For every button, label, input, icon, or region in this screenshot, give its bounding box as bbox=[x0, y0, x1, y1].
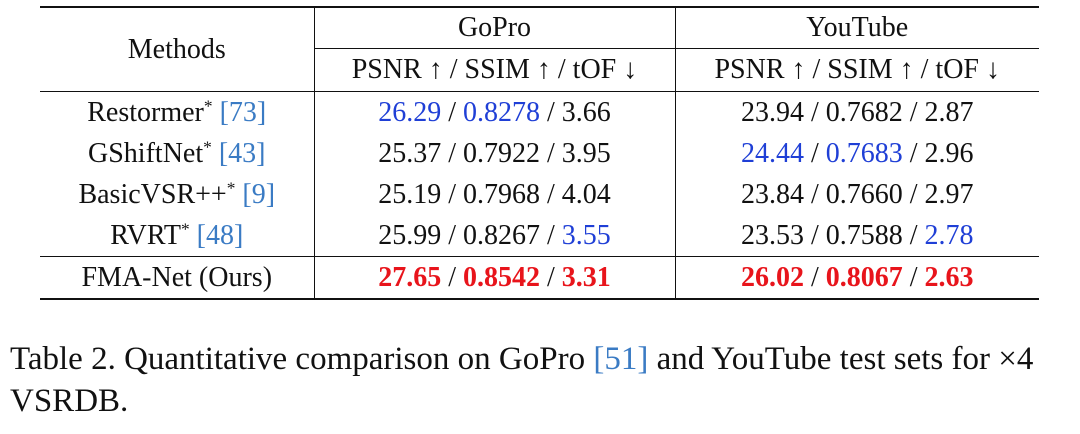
method-name-cell: RVRT* [48] bbox=[40, 215, 315, 257]
youtube-scores: 23.84 / 0.7660 / 2.97 bbox=[675, 174, 1039, 215]
gopro-metrics-header: PSNR ↑ / SSIM ↑ / tOF ↓ bbox=[314, 48, 676, 92]
score-text: 23.53 / 0.7588 / bbox=[740, 219, 925, 251]
best-value: 27.65 bbox=[378, 261, 442, 293]
table-caption: Table 2. Quantitative comparison on GoPr… bbox=[10, 338, 1070, 422]
gopro-header: GoPro bbox=[314, 6, 676, 49]
caption-text-start: Table 2. Quantitative comparison on GoPr… bbox=[10, 341, 594, 377]
citation-link[interactable]: [9] bbox=[242, 178, 276, 210]
score-text: / bbox=[803, 137, 826, 169]
best-value: 26.02 bbox=[740, 261, 804, 293]
citation-link[interactable]: [48] bbox=[196, 219, 244, 251]
second-best-value: 3.55 bbox=[561, 219, 611, 251]
score-text: / bbox=[441, 261, 463, 293]
youtube-metrics-header: PSNR ↑ / SSIM ↑ / tOF ↓ bbox=[675, 48, 1039, 92]
citation-link[interactable]: [43] bbox=[218, 137, 266, 169]
table-row-restormer: Restormer* [73] 26.29 / 0.8278 / 3.66 23… bbox=[40, 91, 1039, 133]
asterisk-mark: * bbox=[203, 95, 213, 115]
method-name-cell: BasicVSR++* [9] bbox=[40, 174, 315, 215]
method-name: BasicVSR++ bbox=[78, 178, 227, 210]
score-text: / bbox=[441, 96, 463, 128]
table-row-basicvsrpp: BasicVSR++* [9] 25.19 / 0.7968 / 4.04 23… bbox=[40, 174, 1039, 215]
score-text: / bbox=[902, 261, 925, 293]
youtube-header: YouTube bbox=[675, 6, 1039, 49]
score-text: 23.84 / 0.7660 / 2.97 bbox=[740, 178, 974, 210]
second-best-value: 0.7683 bbox=[825, 137, 903, 169]
header-row-datasets: Methods GoPro YouTube bbox=[40, 6, 1039, 92]
youtube-scores-ours: 26.02 / 0.8067 / 2.63 bbox=[675, 256, 1039, 300]
gopro-scores: 25.19 / 0.7968 / 4.04 bbox=[314, 174, 676, 215]
table-row-rvrt: RVRT* [48] 25.99 / 0.8267 / 3.55 23.53 /… bbox=[40, 215, 1039, 257]
asterisk-mark: * bbox=[203, 136, 212, 156]
score-text: / bbox=[803, 261, 826, 293]
citation-link[interactable]: [73] bbox=[219, 96, 267, 128]
method-name-ours: FMA-Net (Ours) bbox=[40, 256, 315, 300]
score-text: 23.94 / 0.7682 / 2.87 bbox=[740, 96, 974, 128]
caption-citation-link[interactable]: [51] bbox=[593, 341, 649, 377]
second-best-value: 24.44 bbox=[740, 137, 804, 169]
gopro-scores-ours: 27.65 / 0.8542 / 3.31 bbox=[314, 256, 676, 300]
best-value: 0.8542 bbox=[463, 261, 540, 293]
asterisk-mark: * bbox=[180, 218, 190, 238]
best-value: 0.8067 bbox=[825, 261, 903, 293]
results-table-container: Methods GoPro YouTube PSNR ↑ / SSIM ↑ / … bbox=[40, 6, 1039, 300]
score-text: / 2.96 bbox=[902, 137, 974, 169]
gopro-scores: 25.99 / 0.8267 / 3.55 bbox=[314, 215, 676, 257]
results-table: Methods GoPro YouTube PSNR ↑ / SSIM ↑ / … bbox=[40, 6, 1039, 300]
youtube-scores: 23.94 / 0.7682 / 2.87 bbox=[675, 91, 1039, 133]
youtube-scores: 23.53 / 0.7588 / 2.78 bbox=[675, 215, 1039, 257]
second-best-value: 2.78 bbox=[924, 219, 974, 251]
methods-header: Methods bbox=[40, 6, 315, 92]
second-best-value: 0.8278 bbox=[463, 96, 540, 128]
best-value: 2.63 bbox=[924, 261, 974, 293]
gopro-scores: 25.37 / 0.7922 / 3.95 bbox=[314, 133, 676, 174]
method-name: RVRT bbox=[110, 219, 181, 251]
score-text: / 3.66 bbox=[540, 96, 611, 128]
method-name: GShiftNet bbox=[88, 137, 204, 169]
asterisk-mark: * bbox=[226, 177, 236, 197]
second-best-value: 26.29 bbox=[378, 96, 442, 128]
table-row-ours: FMA-Net (Ours) 27.65 / 0.8542 / 3.31 26.… bbox=[40, 256, 1039, 300]
gopro-scores: 26.29 / 0.8278 / 3.66 bbox=[314, 91, 676, 133]
header-row-metrics: PSNR ↑ / SSIM ↑ / tOF ↓ PSNR ↑ / SSIM ↑ … bbox=[40, 48, 1039, 92]
score-text: 25.99 / 0.8267 / bbox=[378, 219, 562, 251]
method-name-cell: GShiftNet* [43] bbox=[40, 133, 315, 174]
method-name-cell: Restormer* [73] bbox=[40, 91, 315, 133]
method-name: Restormer bbox=[87, 96, 204, 128]
caption-text-end: and YouTube test sets for ×4 VSRDB. bbox=[10, 341, 1034, 419]
score-text: 25.37 / 0.7922 / 3.95 bbox=[378, 137, 611, 169]
score-text: / bbox=[540, 261, 562, 293]
best-value: 3.31 bbox=[561, 261, 611, 293]
score-text: 25.19 / 0.7968 / 4.04 bbox=[378, 178, 611, 210]
table-row-gshiftnet: GShiftNet* [43] 25.37 / 0.7922 / 3.95 24… bbox=[40, 133, 1039, 174]
youtube-scores: 24.44 / 0.7683 / 2.96 bbox=[675, 133, 1039, 174]
